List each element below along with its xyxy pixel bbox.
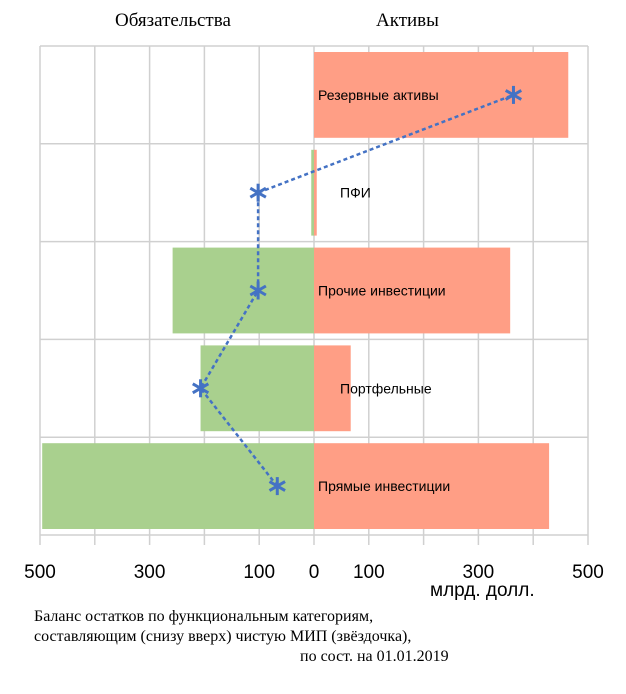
liabilities-bar (200, 345, 314, 432)
x-tick-label: 300 (134, 562, 166, 583)
liabilities-bar (42, 443, 314, 529)
net-iip-star-marker (249, 281, 267, 300)
chart: Прямые инвестиции Портфельные Прочие инвес… (24, 45, 604, 583)
category-label: Портфельные (340, 380, 432, 396)
x-tick-label: 500 (24, 562, 56, 583)
caption-line: составляющим (снизу вверх) чистую МИП (з… (34, 628, 412, 645)
assets-bar (314, 247, 511, 334)
category-label: Резервные активы (318, 87, 439, 103)
category-label: ПФИ (340, 185, 371, 201)
assets-bar (314, 345, 351, 432)
x-axis-label: млрд. долл. (430, 580, 535, 601)
assets-bar (314, 149, 317, 236)
liabilities-bar (311, 149, 314, 236)
caption-line: по сост. на 01.01.2019 (300, 648, 449, 665)
net-iip-star-marker (249, 183, 267, 202)
caption-line: Баланс остатков по функциональным катего… (34, 608, 374, 625)
liabilities-bar (172, 247, 314, 334)
net-iip-star-marker (504, 85, 523, 104)
category-label: Прочие инвестиции (318, 283, 446, 299)
x-tick-label: 100 (243, 562, 275, 583)
chart-caption: Баланс остатков по функциональным катего… (34, 607, 449, 667)
assets-bar (314, 52, 569, 138)
x-tick-label: 100 (353, 562, 385, 583)
net-iip-star-marker (192, 379, 210, 398)
net-iip-star-marker (268, 477, 286, 496)
assets-bar (314, 443, 550, 529)
x-tick-label: 300 (463, 562, 495, 583)
x-tick-label: 500 (572, 562, 604, 583)
category-label: Прямые инвестиции (318, 478, 450, 494)
assets-header: Активы (376, 10, 439, 31)
liabilities-header: Обязательства (115, 10, 231, 31)
x-tick-label: 0 (309, 562, 320, 583)
